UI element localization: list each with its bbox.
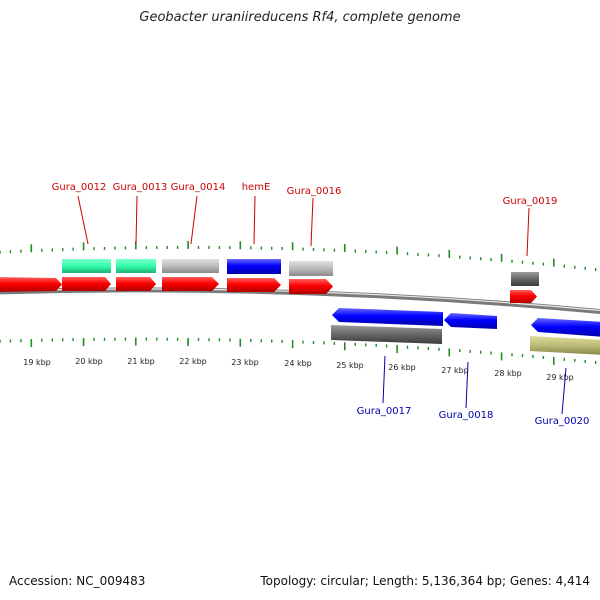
leader-gura-0012 [77, 195, 89, 245]
leader-heme [253, 195, 256, 245]
cds-arrow-forward-partial[interactable] [0, 277, 62, 292]
cog-row-forward [62, 259, 539, 286]
cds-row-reverse [332, 308, 600, 337]
gene-label-gura-0018[interactable]: Gura_0018 [439, 410, 494, 421]
leader-gura-0018 [465, 361, 469, 409]
scale-label: 27 kbp [441, 366, 469, 375]
scale-label: 23 kbp [231, 358, 259, 367]
leader-gura-0017 [382, 355, 386, 404]
scale-label: 21 kbp [127, 357, 155, 366]
cog-box-heme[interactable] [227, 259, 281, 274]
cds-arrow-gura-0016[interactable] [289, 279, 333, 294]
cds-arrow-gura-0019[interactable] [510, 290, 537, 303]
cog-box-gura-0014[interactable] [162, 259, 219, 273]
scale-label: 28 kbp [494, 369, 522, 378]
scale-label: 20 kbp [75, 357, 103, 366]
cds-arrow-gura-0018[interactable] [444, 313, 497, 329]
page-title: Geobacter uraniireducens Rf4, complete g… [139, 10, 461, 25]
cog-box-gura-0012[interactable] [62, 259, 111, 273]
cog-box-gura-0017[interactable] [331, 325, 442, 344]
cds-row-forward [0, 277, 537, 303]
scale-labels: 19 kbp 20 kbp 21 kbp 22 kbp 23 kbp 24 kb… [23, 357, 574, 382]
gene-label-gura-0017[interactable]: Gura_0017 [357, 406, 412, 417]
scale-label: 29 kbp [546, 373, 574, 382]
scale-label: 24 kbp [284, 359, 312, 368]
leader-gura-0020 [561, 367, 567, 415]
gene-label-gura-0012[interactable]: Gura_0012 [52, 182, 107, 193]
gene-label-gura-0019[interactable]: Gura_0019 [503, 196, 558, 207]
cds-arrow-gura-0014[interactable] [162, 277, 219, 291]
footer-accession: Accession: NC_009483 [9, 574, 146, 588]
footer-stats: Topology: circular; Length: 5,136,364 bp… [260, 574, 590, 588]
leader-gura-0019 [526, 207, 530, 257]
leader-gura-0016 [310, 197, 314, 247]
scale-label: 25 kbp [336, 361, 364, 370]
cds-arrow-gura-0017[interactable] [332, 308, 443, 326]
cds-arrow-gura-0013[interactable] [116, 277, 156, 291]
gene-label-gura-0014[interactable]: Gura_0014 [171, 182, 226, 193]
cog-box-gura-0019[interactable] [511, 272, 539, 286]
gene-label-heme[interactable]: hemE [242, 182, 271, 193]
gene-labels-reverse: Gura_0017 Gura_0018 Gura_0020 [357, 406, 590, 427]
leader-gura-0014 [190, 195, 198, 245]
cog-box-gura-0013[interactable] [116, 259, 156, 273]
gene-labels-forward: Gura_0012 Gura_0013 Gura_0014 hemE Gura_… [52, 182, 558, 207]
cog-box-gura-0016[interactable] [289, 261, 333, 276]
scale-label: 22 kbp [179, 357, 207, 366]
gene-label-gura-0020[interactable]: Gura_0020 [535, 416, 590, 427]
scale-ticks-outer [0, 240, 597, 271]
cog-box-gura-0020[interactable] [530, 336, 600, 355]
label-leader-lines [77, 195, 567, 415]
gene-label-gura-0016[interactable]: Gura_0016 [287, 186, 342, 197]
cds-arrow-gura-0012[interactable] [62, 277, 111, 291]
scale-ticks-inner [0, 337, 597, 365]
scale-label: 26 kbp [388, 363, 416, 372]
scale-label: 19 kbp [23, 358, 51, 367]
cds-arrow-gura-0020[interactable] [531, 318, 600, 337]
leader-gura-0013 [135, 195, 138, 245]
cds-arrow-heme[interactable] [227, 278, 281, 292]
cog-row-reverse [331, 325, 600, 355]
gene-label-gura-0013[interactable]: Gura_0013 [113, 182, 168, 193]
